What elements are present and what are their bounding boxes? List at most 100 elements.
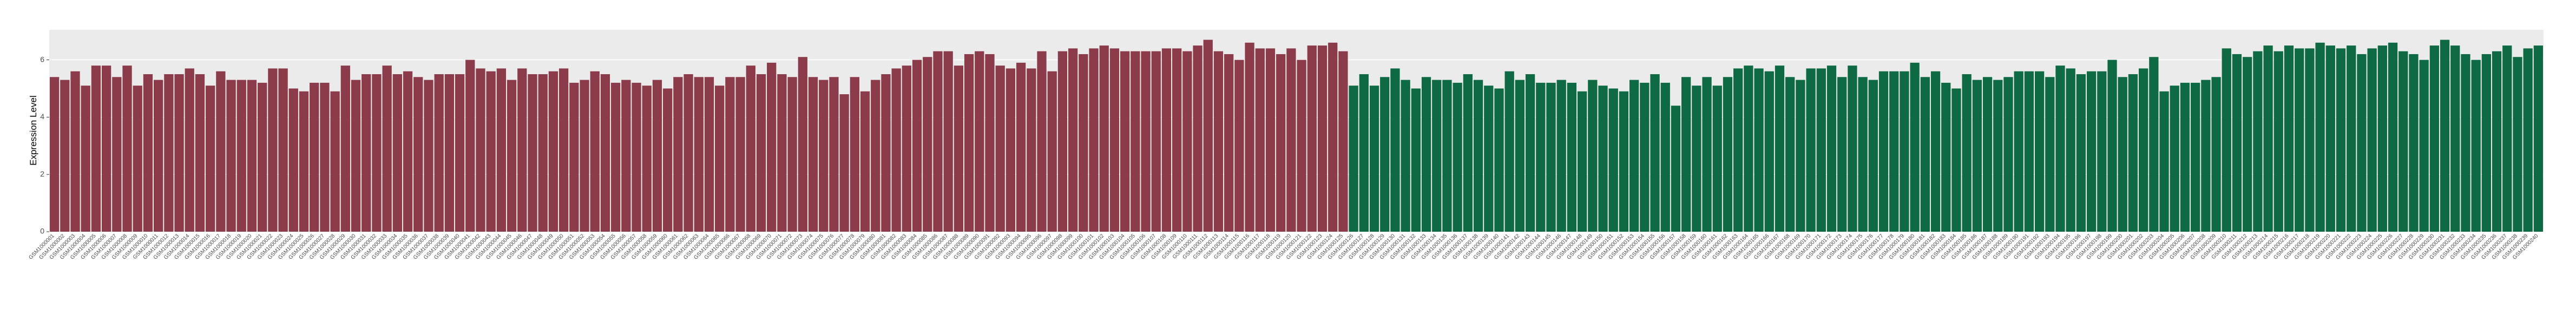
- bar: [2502, 45, 2512, 232]
- bar: [756, 74, 766, 232]
- bar: [610, 82, 621, 232]
- bar: [923, 57, 932, 232]
- bar: [2107, 60, 2117, 232]
- bar: [1099, 45, 1109, 232]
- bar: [226, 80, 236, 232]
- bar: [652, 80, 662, 232]
- bar: [1182, 51, 1192, 232]
- bar: [236, 80, 246, 232]
- bar: [2284, 45, 2294, 232]
- bar: [767, 62, 777, 232]
- bar: [912, 60, 922, 232]
- bar: [902, 66, 911, 232]
- bar: [1806, 68, 1816, 232]
- y-tick-label: 4: [40, 112, 44, 121]
- bar: [2211, 77, 2221, 232]
- bar: [1016, 62, 1026, 232]
- bar: [1764, 71, 1774, 232]
- bar: [1453, 82, 1462, 232]
- bar: [673, 77, 683, 232]
- bar: [362, 74, 371, 232]
- bar: [715, 86, 725, 232]
- bar: [684, 74, 693, 232]
- bar: [2273, 51, 2283, 232]
- bar: [2409, 54, 2419, 232]
- bar: [1432, 80, 1442, 232]
- bar: [1276, 54, 1286, 232]
- bar: [632, 82, 641, 232]
- bar: [1307, 45, 1317, 232]
- bar: [382, 66, 392, 232]
- bar: [372, 74, 382, 232]
- bar: [850, 77, 859, 232]
- bar: [434, 74, 444, 232]
- bar: [558, 68, 569, 232]
- bar: [1796, 80, 1805, 232]
- bar: [1161, 48, 1172, 232]
- bar: [2024, 71, 2034, 232]
- bar: [1702, 77, 1712, 232]
- bar: [1588, 80, 1598, 232]
- bar: [517, 68, 527, 232]
- bar: [1692, 86, 1701, 232]
- bar: [1484, 86, 1494, 232]
- bar: [1671, 106, 1681, 232]
- bar: [2295, 48, 2304, 232]
- bar: [60, 80, 70, 232]
- bar: [444, 74, 455, 232]
- bar: [1463, 74, 1473, 232]
- bar: [49, 77, 60, 232]
- bar: [1930, 71, 1941, 232]
- bar: [2003, 77, 2013, 232]
- bar: [1245, 42, 1254, 232]
- bar: [1047, 71, 1057, 232]
- bar: [1900, 71, 1909, 232]
- bar: [2066, 68, 2075, 232]
- bar: [1203, 40, 1213, 232]
- bar: [1878, 71, 1889, 232]
- bar: [206, 86, 215, 232]
- bar: [1089, 48, 1099, 232]
- bar: [81, 86, 90, 232]
- bar: [195, 74, 205, 232]
- bar: [185, 68, 194, 232]
- bar: [1567, 82, 1577, 232]
- bar: [2357, 54, 2367, 232]
- bar: [310, 82, 319, 232]
- bar: [2097, 71, 2107, 232]
- bar: [1910, 62, 1920, 232]
- bar: [1775, 66, 1785, 232]
- bar: [1515, 80, 1525, 232]
- bar: [1650, 74, 1660, 232]
- plot-panel: [49, 30, 2544, 232]
- bar: [2201, 80, 2211, 232]
- bar: [600, 74, 610, 232]
- bar: [413, 77, 423, 232]
- bar: [1442, 80, 1452, 232]
- bar: [1982, 77, 1993, 232]
- bar: [258, 82, 267, 232]
- bar: [91, 66, 101, 232]
- bar: [1816, 68, 1826, 232]
- bar: [455, 74, 465, 232]
- bar: [663, 88, 673, 232]
- bar: [1785, 77, 1795, 232]
- bar: [1255, 48, 1265, 232]
- bar: [465, 60, 475, 232]
- bar: [1473, 80, 1483, 232]
- bar: [2481, 54, 2492, 232]
- bar: [1494, 88, 1504, 232]
- bar: [975, 51, 984, 232]
- bar: [1172, 48, 1182, 232]
- y-tick-label: 6: [40, 55, 44, 63]
- bar: [1951, 88, 1961, 232]
- bar: [154, 80, 163, 232]
- bar: [1131, 51, 1140, 232]
- bar: [2492, 51, 2502, 232]
- bar: [1109, 48, 1120, 232]
- bar: [1359, 74, 1369, 232]
- bar: [2138, 68, 2148, 232]
- bar: [621, 80, 631, 232]
- bar: [1723, 77, 1733, 232]
- bar: [891, 68, 901, 232]
